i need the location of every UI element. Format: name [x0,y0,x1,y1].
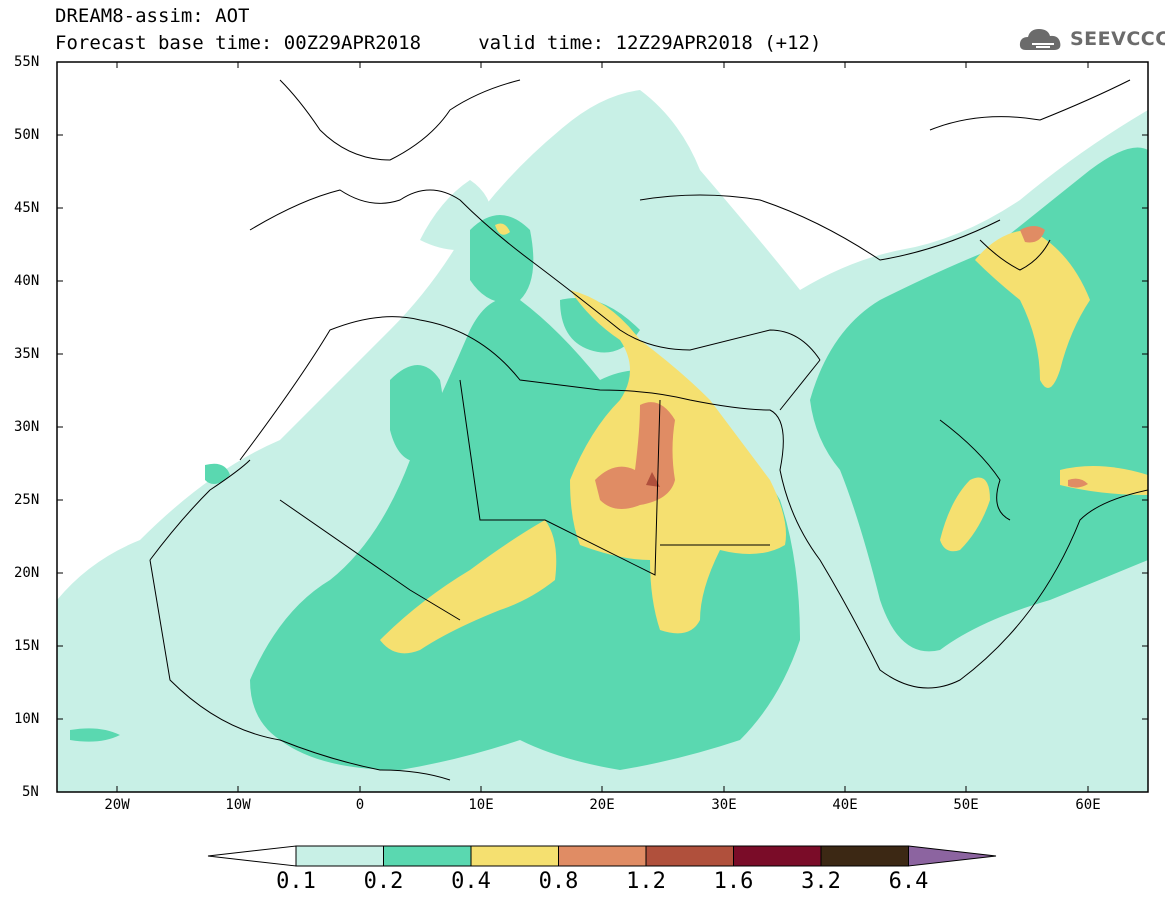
lat-label: 30N [14,419,40,435]
aot-level-1-2 [646,472,660,487]
aot-level-0-4 [380,223,1148,654]
lat-label: 5N [22,784,39,800]
colorbar-label: 0.4 [451,869,491,894]
colorbar-bin [558,845,647,867]
map-title: DREAM8-assim: AOT [55,5,250,27]
colorbar-bin [470,845,559,867]
lon-label: 50E [953,797,979,813]
coastlines [149,79,1148,781]
lon-label: 40E [832,797,858,813]
colorbar-label: 0.1 [276,869,316,894]
colorbar-bin [383,845,472,867]
seevccc-logo: SEEVCCC [1018,24,1165,58]
colorbar-under-arrow [207,845,297,867]
colorbar-bin [295,845,384,867]
colorbar-bin [645,845,734,867]
lon-label: 20E [589,797,615,813]
lon-label: 0 [355,797,365,813]
forecast-time-info: Forecast base time: 00Z29APR2018 valid t… [55,32,822,54]
colorbar-label: 1.6 [713,869,754,894]
cloud-icon [1019,29,1061,50]
lat-label: 50N [14,127,40,143]
lon-label: 10W [225,797,251,813]
lon-label: 10E [468,797,494,813]
lon-label: 30E [711,797,737,813]
lon-label: 60E [1075,797,1101,813]
colorbar [207,845,997,867]
lat-label: 25N [14,492,40,508]
lat-label: 35N [14,346,40,362]
colorbar-over-arrow [908,845,997,867]
lat-label: 55N [14,54,40,70]
colorbar-label: 1.2 [626,869,666,894]
lat-label: 20N [14,565,40,581]
lat-label: 15N [14,638,40,654]
lon-label: 20W [104,797,130,813]
axis-ticks [57,61,1148,793]
aot-field [57,90,1148,792]
colorbar-label: 0.2 [363,869,404,894]
colorbar-bin [733,845,822,867]
lat-label: 40N [14,273,40,289]
colorbar-label: 0.8 [538,869,579,894]
lat-label: 10N [14,711,40,727]
logo-text: SEEVCCC [1070,28,1165,50]
lat-label: 45N [14,200,40,216]
colorbar-label: 6.4 [888,869,929,894]
colorbar-label: 3.2 [801,869,841,894]
colorbar-bin [820,845,909,867]
